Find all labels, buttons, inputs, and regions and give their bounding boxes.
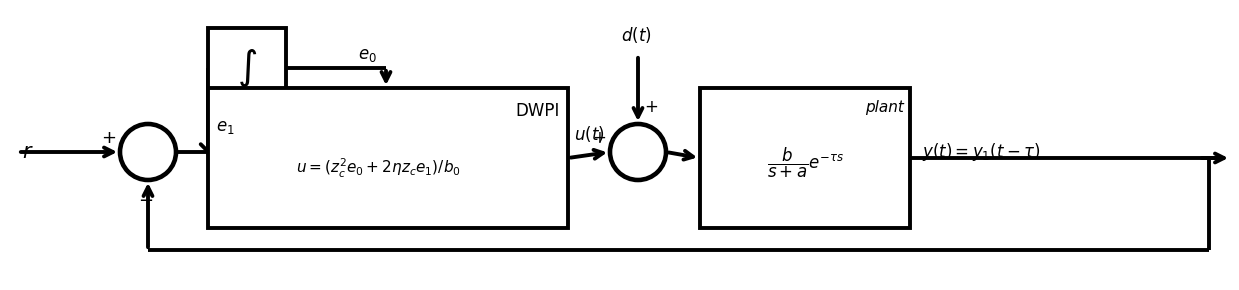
- Text: $y(t)=y_1(t-\tau)$: $y(t)=y_1(t-\tau)$: [922, 141, 1041, 163]
- Text: plant: plant: [865, 100, 904, 115]
- Text: $e_0$: $e_0$: [358, 46, 377, 64]
- Text: $\dfrac{b}{s+a}e^{-\tau s}$: $\dfrac{b}{s+a}e^{-\tau s}$: [767, 146, 844, 180]
- Bar: [208, 88, 567, 228]
- Text: $r$: $r$: [22, 142, 33, 162]
- Text: $u=(z_c^2 e_0+2\eta z_c e_1)/b_0$: $u=(z_c^2 e_0+2\eta z_c e_1)/b_0$: [296, 156, 461, 180]
- Text: $-$: $-$: [139, 190, 154, 208]
- Text: $e_1$: $e_1$: [216, 118, 234, 136]
- Text: DWPI: DWPI: [515, 102, 560, 120]
- Text: +: +: [592, 129, 606, 147]
- Bar: [208, 28, 286, 108]
- Text: +: +: [644, 98, 658, 116]
- Text: $\int$: $\int$: [237, 47, 258, 89]
- Text: $u(t)$: $u(t)$: [574, 124, 605, 144]
- Bar: [700, 88, 909, 228]
- Text: $d(t)$: $d(t)$: [621, 25, 652, 45]
- Text: +: +: [102, 129, 116, 147]
